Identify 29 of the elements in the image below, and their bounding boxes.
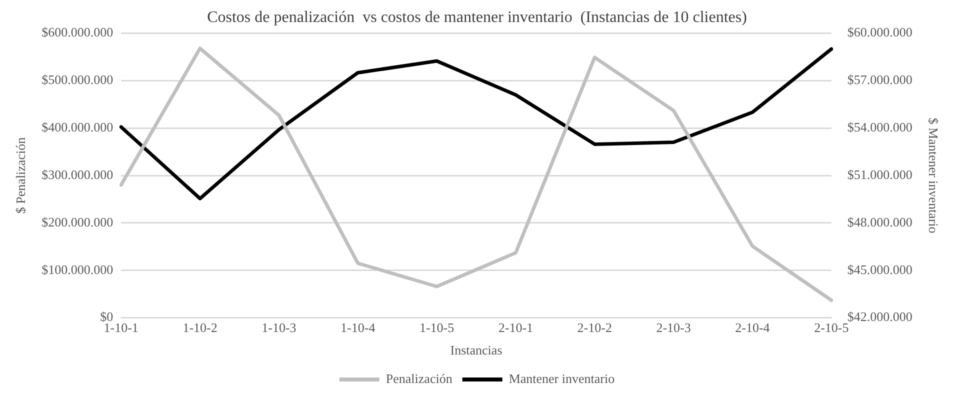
x-tick-label: 1-10-4 xyxy=(340,320,376,336)
x-tick-label: 1-10-5 xyxy=(419,320,454,336)
y2-tick-label: $60.000.000 xyxy=(847,24,912,40)
legend-label: Penalización xyxy=(386,370,453,386)
y-tick-label: $600.000.000 xyxy=(42,24,114,40)
y2-tick-label: $45.000.000 xyxy=(847,262,912,277)
y-tick-label: $500.000.000 xyxy=(42,72,114,88)
y2-tick-label: $48.000.000 xyxy=(847,214,912,230)
y-tick-label: $400.000.000 xyxy=(42,119,114,134)
y-tick-label: $200.000.000 xyxy=(42,214,114,230)
y2-tick-label: $57.000.000 xyxy=(847,72,912,88)
x-tick-label: 2-10-1 xyxy=(498,320,534,336)
y-axis-title: $ Penalización xyxy=(13,136,28,214)
y2-tick-label: $54.000.000 xyxy=(847,119,912,134)
x-tick-label: 2-10-3 xyxy=(656,320,691,336)
y-tick-label: $0 xyxy=(100,309,114,324)
x-tick-label: 2-10-4 xyxy=(735,320,770,336)
x-tick-label: 2-10-2 xyxy=(577,320,612,336)
x-tick-label: 2-10-5 xyxy=(814,320,849,336)
y-tick-label: $300.000.000 xyxy=(42,166,114,182)
chart-title: Costos de penalización vs costos de mantener inventario (Instancias de 10 clientes) xyxy=(207,8,747,26)
y2-tick-label: $51.000.000 xyxy=(847,166,912,182)
y2-axis-title: $ Mantener inventario xyxy=(926,118,941,234)
x-tick-label: 1-10-2 xyxy=(182,320,218,336)
y-tick-label: $100.000.000 xyxy=(42,262,114,277)
x-axis-title: Instancias xyxy=(450,342,502,358)
y2-tick-label: $42.000.000 xyxy=(847,309,912,324)
legend-label: Mantener inventario xyxy=(508,370,615,386)
x-tick-label: 1-10-3 xyxy=(262,320,296,336)
